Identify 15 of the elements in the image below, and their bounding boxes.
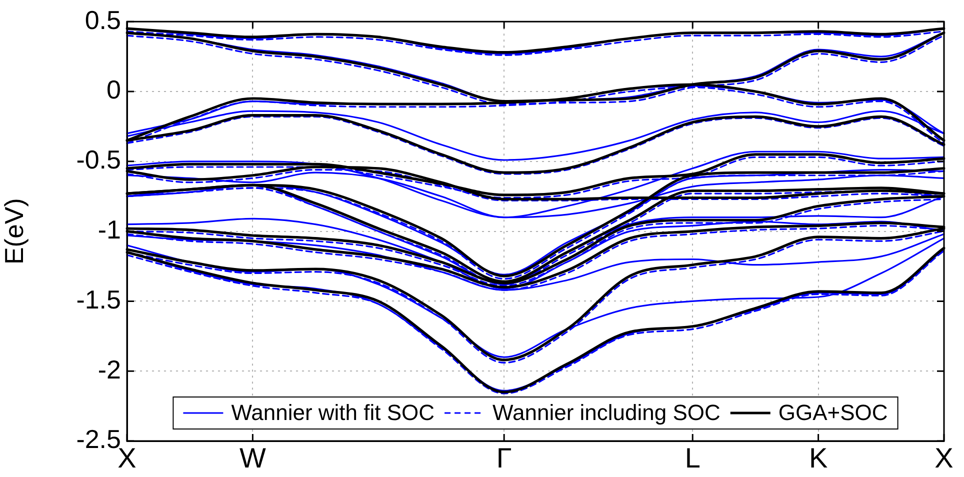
x-tick-label: K bbox=[808, 442, 828, 474]
y-tick-label: 0 bbox=[106, 74, 121, 105]
x-tick-label: Γ bbox=[496, 442, 512, 474]
legend-label: GGA+SOC bbox=[778, 400, 888, 426]
y-tick-label: -2 bbox=[98, 354, 121, 384]
legend-label: Wannier with fit SOC bbox=[231, 400, 435, 426]
x-tick-label: X bbox=[934, 442, 954, 474]
legend-label: Wannier including SOC bbox=[492, 400, 720, 426]
y-tick-label: -1.5 bbox=[76, 284, 121, 314]
y-tick-label: -1 bbox=[98, 214, 121, 244]
y-axis-title: E(eV) bbox=[0, 198, 29, 265]
y-tick-label: 0.5 bbox=[84, 4, 121, 35]
x-tick-label: L bbox=[684, 442, 700, 474]
x-tick-label: W bbox=[239, 442, 266, 474]
y-tick-label: -0.5 bbox=[76, 144, 121, 175]
